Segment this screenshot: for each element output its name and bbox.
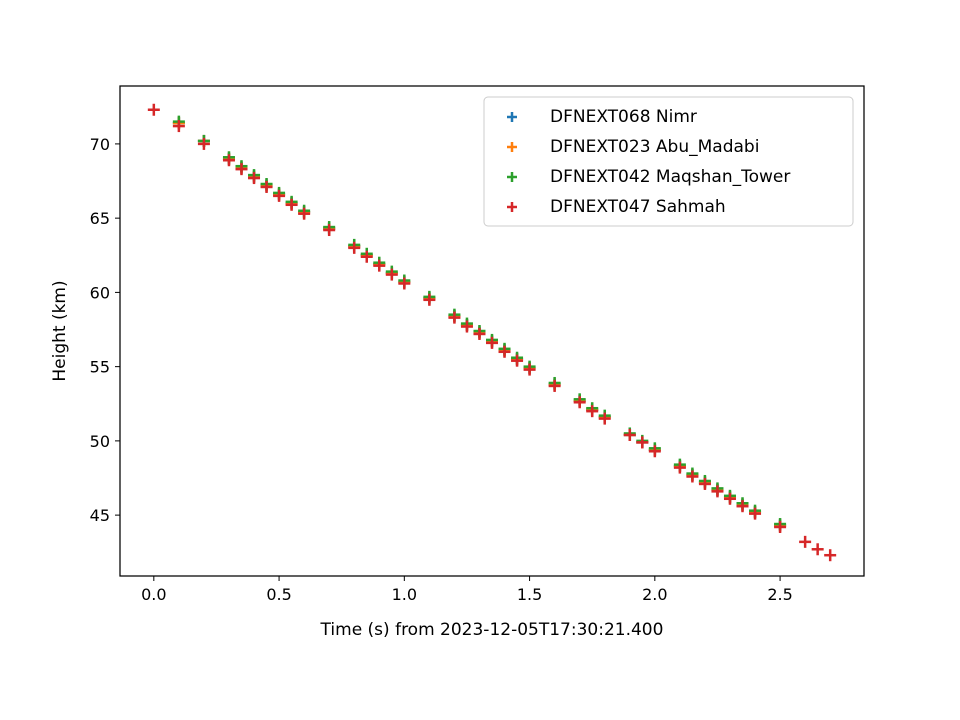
data-point	[711, 485, 724, 498]
data-point	[448, 311, 461, 324]
data-point	[498, 345, 511, 358]
data-point	[298, 207, 311, 220]
x-tick-label: 2.0	[642, 585, 667, 604]
y-tick-label: 60	[90, 283, 110, 302]
y-tick-label: 65	[90, 209, 110, 228]
data-point	[573, 396, 586, 409]
data-point	[273, 189, 286, 202]
y-tick-label: 45	[90, 506, 110, 525]
data-point	[398, 277, 411, 290]
data-point	[698, 477, 711, 490]
data-point	[373, 259, 386, 272]
data-point	[147, 103, 160, 116]
legend-marker	[507, 172, 517, 182]
x-tick-label: 1.0	[392, 585, 417, 604]
y-axis-label: Height (km)	[50, 280, 70, 381]
data-point	[460, 320, 473, 333]
data-point	[586, 405, 599, 418]
legend-label: DFNEXT047 Sahmah	[550, 197, 726, 217]
data-point	[423, 293, 436, 306]
legend: DFNEXT068 Nimr DFNEXT023 Abu_Madabi DFNEXT…	[483, 96, 854, 227]
data-point	[197, 137, 210, 150]
x-tick-label: 2.5	[767, 585, 792, 604]
legend-entry: DFNEXT068 Nimr	[507, 107, 697, 127]
data-point	[774, 521, 787, 533]
x-tick-label: 0.5	[266, 585, 291, 604]
data-point	[686, 470, 699, 483]
legend-entry: DFNEXT023 Abu_Madabi	[507, 137, 759, 157]
data-point	[749, 507, 762, 520]
axes-frame	[119, 85, 865, 577]
legend-label: DFNEXT042 Maqshan_Tower	[550, 167, 790, 187]
data-point	[598, 412, 611, 425]
data-point	[473, 327, 486, 340]
legend-label: DFNEXT023 Abu_Madabi	[550, 137, 759, 157]
data-point	[811, 543, 824, 556]
y-axis-ticks: 45 50 55 60 65 70	[90, 135, 120, 525]
data-point	[348, 241, 361, 254]
data-point	[723, 492, 736, 505]
data-point	[248, 172, 261, 185]
data-point	[360, 250, 373, 263]
y-tick-label: 50	[90, 432, 110, 451]
legend-marker	[507, 202, 517, 212]
legend-box	[483, 96, 854, 227]
y-tick-label: 55	[90, 358, 110, 377]
data-point	[824, 549, 837, 562]
data-point	[260, 180, 273, 193]
data-point	[323, 224, 336, 237]
data-point	[648, 445, 661, 458]
data-point	[636, 436, 649, 449]
data-point	[235, 163, 248, 176]
x-tick-label: 1.5	[517, 585, 542, 604]
data-point	[799, 535, 812, 548]
legend-marker	[507, 142, 517, 152]
data-point	[486, 336, 498, 349]
data-point	[172, 120, 185, 133]
legend-entry: DFNEXT047 Sahmah	[507, 197, 726, 217]
data-point	[523, 363, 536, 376]
legend-marker	[507, 112, 517, 122]
legend-label: DFNEXT068 Nimr	[550, 107, 697, 127]
y-tick-label: 70	[90, 135, 110, 154]
data-point	[511, 354, 524, 367]
data-point	[385, 268, 398, 281]
data-point	[548, 379, 561, 392]
data-point	[285, 198, 298, 211]
data-point	[736, 500, 749, 513]
data-point	[673, 461, 686, 474]
legend-entry: DFNEXT042 Maqshan_Tower	[507, 167, 790, 187]
data-point	[623, 428, 636, 441]
series-4	[147, 103, 837, 562]
data-point	[222, 154, 235, 167]
x-axis-ticks: 0.0 0.5 1.0 1.5 2.0 2.5	[141, 576, 793, 604]
data-marks	[147, 103, 837, 562]
x-axis-label: Time (s) from 2023-12-05T17:30:21.400	[320, 620, 664, 640]
x-tick-label: 0.0	[141, 585, 166, 604]
